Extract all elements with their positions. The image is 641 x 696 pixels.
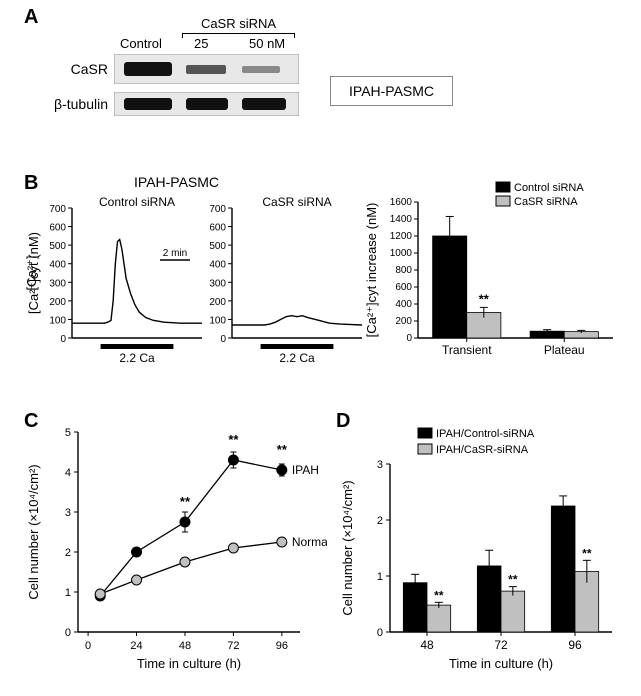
- svg-text:**: **: [582, 546, 592, 560]
- svg-text:24: 24: [130, 640, 142, 652]
- svg-text:72: 72: [494, 638, 508, 652]
- panel-b-title: IPAH-PASMC: [134, 174, 219, 190]
- svg-text:[Ca²⁺]cyt (nM): [Ca²⁺]cyt (nM): [26, 232, 41, 314]
- svg-text:1: 1: [377, 571, 383, 583]
- svg-text:Normal: Normal: [292, 535, 327, 549]
- svg-text:600: 600: [209, 223, 226, 234]
- svg-text:800: 800: [395, 265, 412, 276]
- panel-a-letter: A: [24, 6, 38, 29]
- svg-text:5: 5: [65, 427, 71, 439]
- svg-text:Control siRNA: Control siRNA: [514, 182, 584, 194]
- svg-text:**: **: [434, 588, 444, 602]
- svg-text:**: **: [479, 291, 490, 306]
- svg-text:72: 72: [227, 640, 239, 652]
- svg-text:Cell number (×10⁴/cm²): Cell number (×10⁴/cm²): [340, 480, 355, 615]
- svg-text:IPAH: IPAH: [292, 463, 319, 477]
- svg-text:2.2 Ca: 2.2 Ca: [279, 351, 315, 365]
- svg-text:300: 300: [49, 278, 66, 289]
- svg-text:2: 2: [65, 547, 71, 559]
- svg-text:300: 300: [209, 278, 226, 289]
- svg-text:Cell number (×10⁴/cm²): Cell number (×10⁴/cm²): [26, 464, 41, 599]
- panel-d-svg: 0 1 2 3 Cell number (×10⁴/cm²) Time in cultur…: [336, 420, 636, 690]
- svg-text:0: 0: [406, 333, 412, 344]
- svg-text:1200: 1200: [390, 231, 413, 242]
- svg-text:600: 600: [395, 282, 412, 293]
- row-casr: CaSR: [54, 61, 108, 77]
- svg-text:IPAH/CaSR-siRNA: IPAH/CaSR-siRNA: [436, 444, 529, 456]
- ipah-pasmc-box: IPAH-PASMC: [330, 76, 453, 106]
- sirna-header: CaSR siRNA: [182, 16, 295, 31]
- svg-text:1600: 1600: [390, 197, 413, 208]
- panel-c-svg: 0 1 2 3 4 5 0 24 48 72 96 Cell number (×10⁴/cm²) Tim…: [22, 420, 327, 690]
- svg-text:3: 3: [65, 507, 71, 519]
- svg-text:2: 2: [377, 515, 383, 527]
- svg-text:500: 500: [209, 241, 226, 252]
- svg-text:1400: 1400: [390, 214, 413, 225]
- svg-text:48: 48: [420, 638, 434, 652]
- svg-text:**: **: [228, 432, 239, 447]
- svg-text:200: 200: [209, 297, 226, 308]
- svg-text:48: 48: [179, 640, 191, 652]
- svg-text:700: 700: [209, 204, 226, 215]
- svg-text:Time in culture (h): Time in culture (h): [137, 656, 241, 671]
- casr-blot: [114, 54, 299, 84]
- svg-text:700: 700: [49, 204, 66, 215]
- svg-text:**: **: [508, 573, 518, 587]
- svg-text:1000: 1000: [390, 248, 413, 259]
- svg-text:400: 400: [49, 260, 66, 271]
- svg-text:2 min: 2 min: [163, 248, 187, 259]
- svg-text:2.2 Ca: 2.2 Ca: [119, 351, 155, 365]
- svg-text:CaSR siRNA: CaSR siRNA: [262, 195, 331, 209]
- svg-text:100: 100: [49, 315, 66, 326]
- svg-text:600: 600: [49, 223, 66, 234]
- svg-text:100: 100: [209, 315, 226, 326]
- svg-text:**: **: [277, 442, 288, 457]
- svg-text:0: 0: [85, 640, 91, 652]
- svg-text:400: 400: [395, 299, 412, 310]
- svg-text:1: 1: [65, 587, 71, 599]
- svg-text:0: 0: [377, 627, 383, 639]
- svg-text:500: 500: [49, 241, 66, 252]
- col-25: 25: [194, 36, 208, 51]
- svg-text:Time in culture (h): Time in culture (h): [449, 656, 553, 671]
- svg-text:Transient: Transient: [442, 343, 492, 357]
- col-control: Control: [120, 36, 162, 51]
- svg-text:96: 96: [568, 638, 582, 652]
- panel-b-traces-svg: [Ca²⁺][Ca²⁺]cyt (nM)01002003004005006007…: [24, 192, 364, 372]
- svg-text:Control siRNA: Control siRNA: [99, 195, 175, 209]
- svg-text:400: 400: [209, 260, 226, 271]
- svg-text:0: 0: [220, 334, 226, 345]
- row-tubulin: β-tubulin: [54, 96, 108, 112]
- panel-a-western: CaSR siRNA Control 25 50 nM CaSR β-tubul…: [54, 16, 304, 116]
- svg-text:4: 4: [65, 467, 71, 479]
- col-50: 50 nM: [249, 36, 285, 51]
- svg-text:[Ca²⁺]cyt increase (nM): [Ca²⁺]cyt increase (nM): [364, 203, 379, 338]
- svg-text:CaSR siRNA: CaSR siRNA: [514, 196, 578, 208]
- panel-b-bar-svg: 0 200 400 600 800 1000 1200 1400 1600 [Ca²⁺]cyt i…: [360, 178, 635, 368]
- svg-text:0: 0: [60, 334, 66, 345]
- svg-text:**: **: [180, 494, 191, 509]
- tubulin-blot: [114, 92, 299, 116]
- svg-text:200: 200: [49, 297, 66, 308]
- svg-text:3: 3: [377, 459, 383, 471]
- svg-text:0: 0: [65, 627, 71, 639]
- svg-text:96: 96: [276, 640, 288, 652]
- svg-text:IPAH/Control-siRNA: IPAH/Control-siRNA: [436, 428, 535, 440]
- svg-text:Plateau: Plateau: [544, 343, 585, 357]
- svg-text:200: 200: [395, 316, 412, 327]
